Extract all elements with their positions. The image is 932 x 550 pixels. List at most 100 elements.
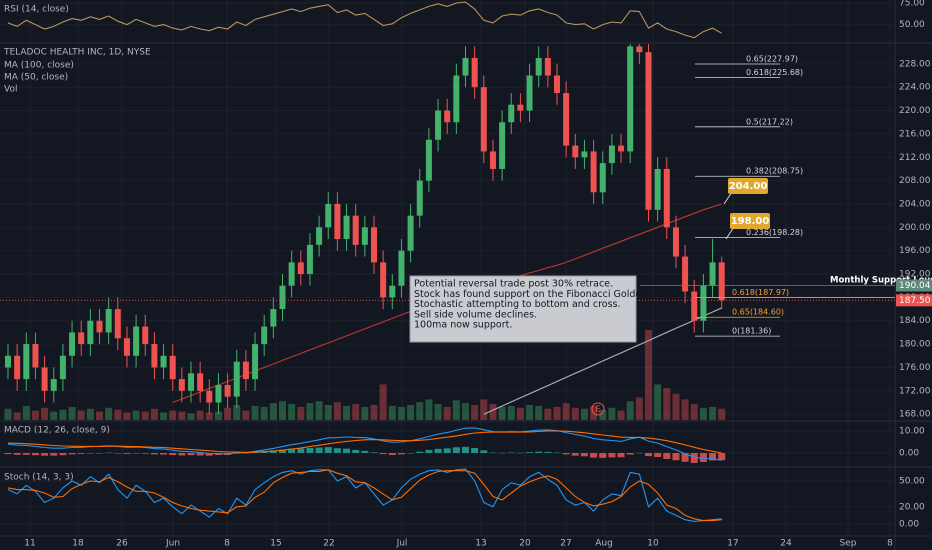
fib-label: 0.236(198.28) (746, 228, 803, 237)
series-line (483, 307, 722, 415)
histogram-bar (416, 451, 424, 454)
volume-bar (141, 411, 149, 420)
volume-bar (690, 404, 698, 420)
macd-pane (4, 427, 726, 463)
volume-bar (105, 407, 113, 420)
volume-bar (462, 403, 469, 420)
fib-label: 0.65(184.60) (732, 308, 784, 317)
x-tick-label: 24 (780, 539, 792, 549)
histogram-bar (617, 453, 625, 458)
volume-bar (114, 409, 122, 420)
volume-bar (13, 412, 21, 420)
candle-body (306, 244, 313, 275)
overlay: TELADOC HEALTH INC, 1D, NYSE MA (100, cl… (3, 0, 932, 549)
histogram-bar (68, 453, 76, 455)
histogram-bar (480, 450, 488, 454)
volume-bar (471, 405, 479, 420)
histogram-bar (178, 453, 186, 456)
histogram-bar (699, 453, 707, 463)
histogram-bar (690, 453, 698, 463)
volume-bar (269, 403, 277, 420)
volume-bar (224, 407, 232, 420)
y-tick-label: 184.00 (899, 316, 931, 326)
x-tick-label: 18 (72, 539, 84, 549)
histogram-bar (397, 453, 405, 455)
volume-bar (68, 406, 76, 420)
volume-bar (535, 405, 543, 420)
volume-bar (306, 403, 314, 420)
histogram-bar (370, 452, 378, 454)
histogram-bar (59, 453, 67, 456)
candle-body (489, 151, 496, 169)
y-tick-label: 0.00 (899, 519, 919, 529)
histogram-bar (388, 453, 396, 455)
candle-body (151, 344, 158, 368)
volume-bar (324, 405, 332, 420)
volume-bar (507, 405, 515, 420)
volume-bar (31, 410, 39, 420)
candle-body (480, 87, 487, 152)
volume-bar (416, 402, 424, 420)
candle-body (197, 373, 204, 391)
volume-bar (379, 384, 387, 420)
histogram-bar (535, 451, 543, 454)
x-tick-label: Sep (840, 539, 857, 549)
annotation-line: Stochastic attempting to bottom and cros… (414, 299, 621, 310)
candle-body (206, 390, 213, 403)
volume-bar (123, 412, 131, 420)
histogram-bar (562, 453, 570, 455)
y-tick-label: 208.00 (899, 176, 931, 186)
candle-body (526, 75, 533, 111)
y-tick-label: 196.00 (899, 246, 931, 256)
x-tick-label: Aug (595, 539, 613, 549)
candle-body (590, 151, 597, 193)
histogram-bar (498, 452, 506, 454)
candle-body (535, 58, 542, 76)
candle-body (188, 373, 194, 391)
y-tick-label: 200.00 (899, 223, 931, 233)
histogram-bar (553, 452, 561, 454)
earnings-icon (591, 402, 605, 416)
histogram-bar (315, 447, 323, 454)
rsi-pane (7, 1, 722, 39)
histogram-bar (379, 453, 387, 455)
histogram-bar (462, 446, 469, 454)
histogram-bar (452, 447, 460, 454)
histogram-bar (96, 453, 103, 454)
volume-bar (4, 408, 12, 420)
x-tick-label: 11 (24, 539, 35, 549)
volume-bar (361, 406, 369, 420)
candle-body (380, 262, 387, 298)
candle-body (654, 168, 661, 210)
x-tick-label: 8 (887, 539, 893, 549)
x-tick-label: 17 (727, 539, 738, 549)
candle-body (69, 332, 76, 356)
volume-bar (526, 405, 534, 420)
candle-body (554, 75, 560, 94)
candle-body (242, 361, 249, 380)
candle-body (87, 320, 94, 345)
candle-body (700, 285, 707, 321)
y-tick-label: 20.00 (899, 502, 925, 512)
volume-bar (187, 413, 195, 420)
fib-label: 0.65(227.97) (746, 55, 798, 64)
candle-body (709, 262, 716, 286)
legend-entry: MA (100, close) (4, 61, 74, 71)
series-line (7, 430, 722, 454)
y-tick-label: 50.00 (899, 476, 925, 486)
support-label: Monthly Support Level (830, 276, 932, 286)
histogram-bar (333, 448, 341, 454)
volume-bar (608, 407, 616, 420)
price-tag-label: 187.50 (899, 296, 931, 306)
histogram-bar (13, 453, 21, 455)
histogram-bar (681, 453, 689, 462)
volume-bar (150, 408, 158, 420)
price-tag (896, 279, 932, 292)
fib-label: 0.618(225.68) (746, 68, 803, 77)
candle-body (114, 309, 121, 339)
y-tick-label: 228.00 (899, 59, 931, 69)
y-tick-label: 172.00 (899, 386, 931, 396)
candle-body (169, 355, 176, 380)
candle-body (41, 367, 48, 391)
